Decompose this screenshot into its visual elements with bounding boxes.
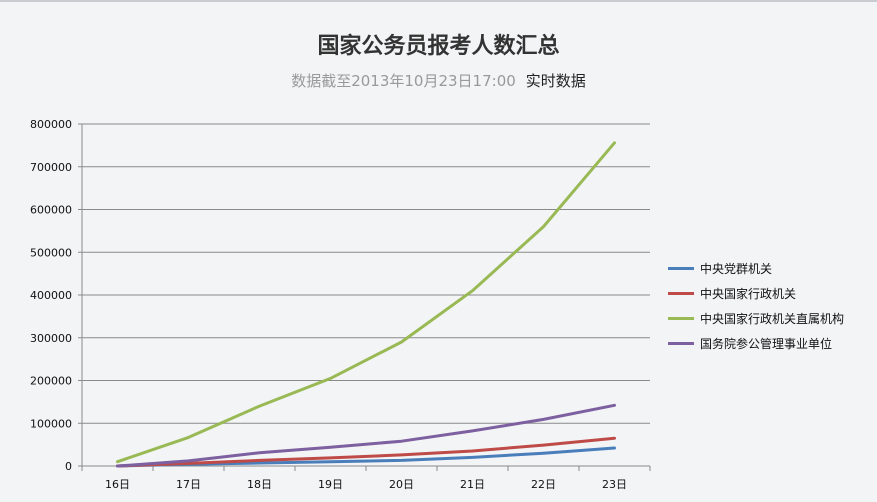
legend-item[interactable]: 中央党群机关 — [668, 256, 844, 281]
legend: 中央党群机关中央国家行政机关中央国家行政机关直属机构 国务院参公管理事业单位 — [668, 256, 844, 356]
legend-swatch — [668, 342, 694, 345]
y-tick-label: 500000 — [30, 246, 72, 259]
y-tick-label: 800000 — [30, 118, 72, 131]
y-tick-label: 300000 — [30, 332, 72, 345]
x-tick-label: 20日 — [389, 478, 414, 491]
x-tick-label: 21日 — [460, 478, 485, 491]
legend-label: 中央国家行政机关 — [700, 287, 797, 301]
legend-swatch — [668, 317, 694, 320]
y-tick-label: 700000 — [30, 161, 72, 174]
data-timestamp: 数据截至2013年10月23日17:00 — [291, 72, 516, 90]
legend-label: 国务院参公管理事业单位 — [700, 337, 833, 351]
y-tick-label: 600000 — [30, 204, 72, 217]
gridlines — [82, 123, 650, 424]
legend-item[interactable]: 中央国家行政机关 — [668, 281, 844, 306]
y-tick-label: 0 — [65, 460, 72, 473]
top-border — [0, 0, 877, 2]
chart-subtitle: 数据截至2013年10月23日17:00 实时数据 — [0, 70, 877, 91]
series-lines — [116, 141, 616, 468]
legend-swatch — [668, 267, 694, 270]
series-line-2 — [116, 436, 616, 468]
chart-title: 国家公务员报考人数汇总 — [317, 34, 560, 59]
legend-label: 中央党群机关 — [700, 262, 773, 276]
y-axis: 0 100000 200000 300000 400000 500000 600000 700… — [30, 118, 83, 473]
x-tick-label: 18日 — [247, 478, 272, 491]
x-tick-label: 22日 — [531, 478, 556, 491]
legend-item[interactable]: 国务院参公管理事业单位 — [668, 331, 844, 356]
x-tick-label: 23日 — [602, 478, 627, 491]
y-tick-label: 200000 — [30, 375, 72, 388]
y-tick-label: 100000 — [30, 417, 72, 430]
realtime-link[interactable]: 实时数据 — [525, 72, 586, 90]
legend-swatch — [668, 292, 694, 295]
series-line-3 — [116, 141, 616, 464]
y-tick-label: 400000 — [30, 289, 72, 302]
legend-item[interactable]: 中央国家行政机关直属机构 — [668, 306, 844, 331]
series-line-4 — [116, 403, 616, 468]
x-axis: 16日 17日 18日 19日 20日 21日 22日 23日 — [81, 465, 651, 491]
x-tick-label: 16日 — [105, 478, 130, 491]
x-tick-label: 17日 — [176, 478, 201, 491]
x-tick-label: 19日 — [318, 478, 343, 491]
legend-label: 中央国家行政机关直属机构 — [700, 312, 845, 326]
